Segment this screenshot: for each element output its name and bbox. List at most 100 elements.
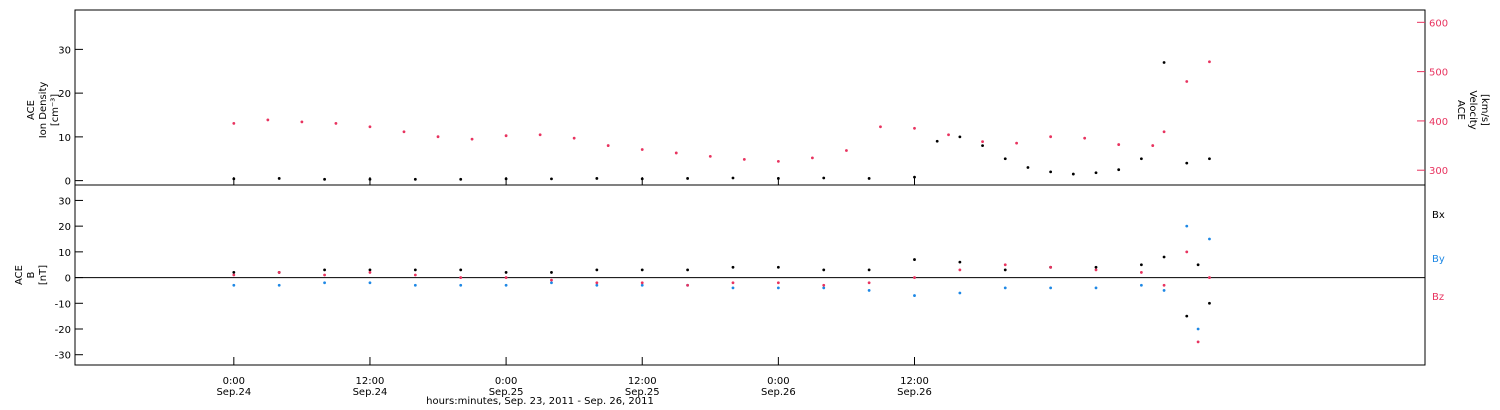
Bz-point-11 xyxy=(731,281,735,285)
By-point-3 xyxy=(368,281,372,285)
By-point-6 xyxy=(504,283,508,287)
Bz-point-7 xyxy=(550,278,553,282)
Bz-point-16 xyxy=(958,268,962,272)
Bz-point-5 xyxy=(459,276,463,279)
velocity-point-2 xyxy=(300,120,304,124)
Bz-point-4 xyxy=(413,273,417,277)
density-point-5 xyxy=(459,177,463,181)
By-point-11 xyxy=(731,286,735,290)
bot-ylabel-left-2: B xyxy=(26,271,37,278)
By-point-17 xyxy=(1003,286,1007,290)
velocity-point-25 xyxy=(1083,136,1087,140)
By-point-12 xyxy=(776,286,780,290)
Bx-point-24 xyxy=(1208,301,1211,305)
By-point-23 xyxy=(1196,327,1200,331)
top-right-tick-label-1: 400 xyxy=(1429,117,1448,128)
x-tick-time-1: 12:00 xyxy=(356,376,385,387)
top-ylabel-left-3: [cm⁻³] xyxy=(50,94,61,126)
bot-left-tick-label-3: 0 xyxy=(65,274,71,285)
Bz-point-2 xyxy=(323,273,326,277)
density-point-4 xyxy=(413,177,417,181)
x-axis-title: hours:minutes, Sep. 23, 2011 - Sep. 26, … xyxy=(426,396,654,407)
Bx-point-7 xyxy=(550,271,553,274)
By-point-5 xyxy=(459,283,463,287)
Bx-point-15 xyxy=(913,258,916,261)
bot-ylabel-left-3: [nT] xyxy=(38,265,49,285)
velocity-point-0 xyxy=(232,121,236,125)
density-point-8 xyxy=(595,177,599,180)
velocity-point-18 xyxy=(845,149,848,152)
x-tick-date-5: Sep.26 xyxy=(897,387,932,398)
density-velocity-panel xyxy=(74,9,1426,186)
velocity-point-27 xyxy=(1151,144,1155,147)
By-point-2 xyxy=(323,281,326,285)
density-point-10 xyxy=(686,177,690,180)
velocity-point-13 xyxy=(674,151,678,155)
x-tick-date-3: Sep.25 xyxy=(625,387,660,398)
velocity-point-19 xyxy=(879,125,882,129)
bot-left-tick-label-0: -30 xyxy=(55,351,71,362)
By-point-18 xyxy=(1049,286,1053,290)
By-point-7 xyxy=(550,281,553,285)
top-left-tick-label-2: 20 xyxy=(58,89,71,100)
velocity-point-20 xyxy=(913,126,916,130)
velocity-point-23 xyxy=(1015,141,1018,145)
Bx-point-16 xyxy=(958,260,962,264)
By-point-13 xyxy=(822,286,826,290)
Bx-point-3 xyxy=(368,268,372,272)
Bx-point-22 xyxy=(1185,314,1189,318)
Bz-point-20 xyxy=(1139,271,1143,274)
By-point-15 xyxy=(913,294,916,297)
By-point-20 xyxy=(1139,283,1143,287)
velocity-point-4 xyxy=(368,125,372,129)
top-left-tick-label-1: 10 xyxy=(58,133,71,144)
Bz-point-1 xyxy=(277,271,281,274)
By-point-9 xyxy=(640,283,644,287)
Bx-point-14 xyxy=(867,268,871,272)
velocity-point-21 xyxy=(947,133,950,137)
bot-left-tick-label-6: 30 xyxy=(58,196,71,207)
By-point-8 xyxy=(595,283,599,287)
bot-left-tick-label-1: -20 xyxy=(55,325,71,336)
By-point-19 xyxy=(1094,286,1098,290)
velocity-point-12 xyxy=(640,148,644,151)
density-point-26 xyxy=(1162,61,1166,64)
density-point-21 xyxy=(1049,170,1053,174)
Bz-point-18 xyxy=(1049,265,1053,269)
Bz-point-6 xyxy=(504,276,508,279)
top-left-tick-label-3: 30 xyxy=(58,45,71,56)
x-tick-date-2: Sep.25 xyxy=(489,387,524,398)
x-tick-time-0: 0:00 xyxy=(223,376,245,387)
top-ylabel-right-3: [km/s] xyxy=(1479,94,1490,126)
x-tick-date-4: Sep.26 xyxy=(761,387,796,398)
By-point-4 xyxy=(413,283,417,287)
velocity-point-16 xyxy=(776,159,780,163)
density-point-24 xyxy=(1117,168,1121,172)
Bz-point-19 xyxy=(1094,268,1098,272)
By-point-1 xyxy=(277,283,281,287)
velocity-point-8 xyxy=(504,134,508,138)
By-point-14 xyxy=(867,289,871,292)
velocity-point-10 xyxy=(572,136,576,140)
velocity-point-24 xyxy=(1049,135,1053,139)
Bx-point-10 xyxy=(686,268,690,272)
By-point-24 xyxy=(1208,237,1211,241)
x-tick-date-0: Sep.24 xyxy=(216,387,251,398)
Bx-point-8 xyxy=(595,268,599,272)
velocity-point-11 xyxy=(606,144,610,147)
velocity-point-6 xyxy=(436,135,440,139)
Bx-point-23 xyxy=(1196,263,1200,267)
Bz-point-9 xyxy=(640,281,644,285)
velocity-point-22 xyxy=(981,140,984,144)
velocity-point-7 xyxy=(470,137,474,141)
Bz-point-10 xyxy=(686,283,690,287)
top-ylabel-left-2: Ion Density xyxy=(38,82,49,139)
velocity-point-3 xyxy=(334,121,338,125)
Bx-point-21 xyxy=(1162,255,1166,259)
magnetic-field-panel xyxy=(74,184,1426,366)
density-point-20 xyxy=(1026,166,1030,169)
velocity-point-30 xyxy=(1208,60,1211,64)
density-point-18 xyxy=(981,144,984,148)
velocity-point-15 xyxy=(742,157,746,161)
Bz-point-14 xyxy=(867,281,871,285)
